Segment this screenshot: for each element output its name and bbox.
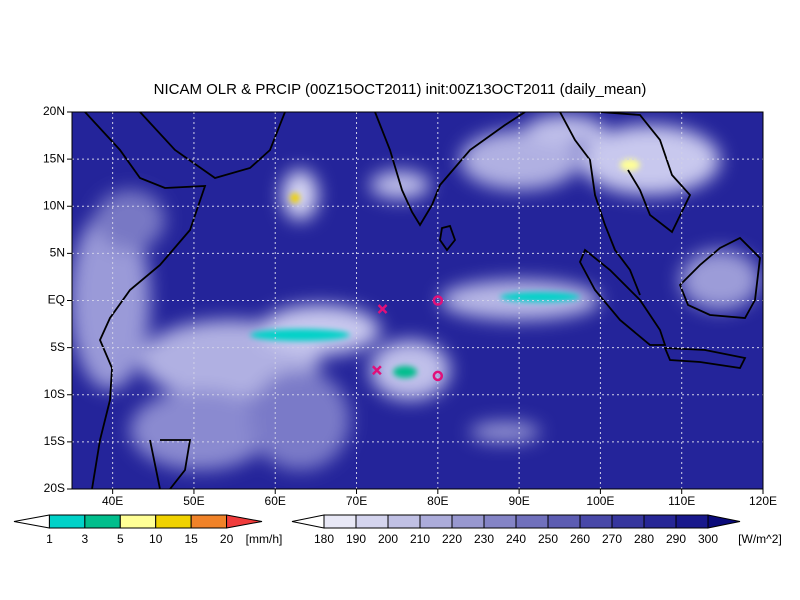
axes: 40E 50E 60E 70E 80E 90E 100E 110E 120E 20N 15N 10N 5… [43, 104, 777, 508]
marker-o [432, 370, 444, 382]
colorbar-label: 240 [506, 532, 526, 546]
colorbar-segment [48, 514, 86, 529]
x-tick-label: 100E [586, 494, 614, 508]
y-tick-label: 5S [50, 340, 65, 354]
colorbar-label: 300 [698, 532, 718, 546]
y-tick-label: 5N [50, 246, 65, 260]
x-tick-label: 70E [346, 494, 367, 508]
colorbar-unit: [mm/h] [246, 532, 283, 546]
colorbar-segment [643, 514, 677, 529]
colorbar-segment [451, 514, 485, 529]
colorbar-segment [611, 514, 645, 529]
coastlines [84, 112, 761, 489]
markers [371, 295, 444, 382]
map-field [72, 112, 763, 489]
x-tick-label: 120E [749, 494, 777, 508]
marker-x [371, 365, 382, 376]
colorbar-segment [155, 514, 192, 529]
y-tick-label: 20S [44, 481, 65, 495]
colorbar-low-triangle [13, 514, 50, 529]
colorbar-label: 190 [346, 532, 366, 546]
colorbar-segment [355, 514, 389, 529]
colorbar-segment [323, 514, 357, 529]
colorbar-label: 5 [117, 532, 124, 546]
colorbar-label: 270 [602, 532, 622, 546]
colorbar-segment [84, 514, 121, 529]
colorbar-label: 1 [46, 532, 53, 546]
colorbar-label: 20 [220, 532, 234, 546]
colorbar-label: 180 [314, 532, 334, 546]
x-tick-label: 80E [427, 494, 448, 508]
colorbar-segment [515, 514, 549, 529]
y-tick-label: 15N [43, 151, 65, 165]
y-tick-label: 10N [43, 198, 65, 212]
colorbar-label: 210 [410, 532, 430, 546]
colorbar-label: 15 [184, 532, 198, 546]
colorbar-label: 290 [666, 532, 686, 546]
x-tick-label: 110E [668, 494, 695, 508]
colorbar-label: 220 [442, 532, 462, 546]
colorbar-label: 230 [474, 532, 494, 546]
x-tick-label: 50E [183, 494, 204, 508]
colorbar-segment [675, 514, 709, 529]
y-tick-label: 20N [43, 104, 65, 118]
colorbar-label: 200 [378, 532, 398, 546]
colorbars: 1 3 5 10 15 20 [mm/h] 180 190 200 210 220 230 240 250 2… [13, 514, 782, 546]
map-title: NICAM OLR & PRCIP (00Z15OCT2011) init:00… [154, 81, 647, 98]
colorbar-segment [579, 514, 613, 529]
colorbar-label: 10 [149, 532, 163, 546]
y-tick-label: 15S [44, 434, 65, 448]
colorbar-segment [483, 514, 517, 529]
colorbar-label: 260 [570, 532, 590, 546]
marker-x [377, 304, 388, 314]
marker-o [432, 295, 444, 306]
x-tick-label: 60E [265, 494, 286, 508]
colorbar-segment [119, 514, 157, 529]
colorbar-segment [547, 514, 581, 529]
colorbar-segment [419, 514, 453, 529]
colorbar-unit: [W/m^2] [738, 532, 782, 546]
colorbar-segment [387, 514, 421, 529]
colorbar-label: 280 [634, 532, 654, 546]
x-tick-label: 40E [102, 494, 123, 508]
colorbar-label: 3 [82, 532, 89, 546]
x-tick-label: 90E [508, 494, 529, 508]
y-tick-label: EQ [48, 293, 65, 307]
colorbar-label: 250 [538, 532, 558, 546]
colorbar-high-triangle [707, 514, 741, 529]
y-tick-label: 10S [44, 387, 65, 401]
colorbar-low-triangle [291, 514, 325, 529]
grid [72, 112, 763, 489]
colorbar-high-triangle [226, 514, 263, 529]
colorbar-segment [190, 514, 228, 529]
